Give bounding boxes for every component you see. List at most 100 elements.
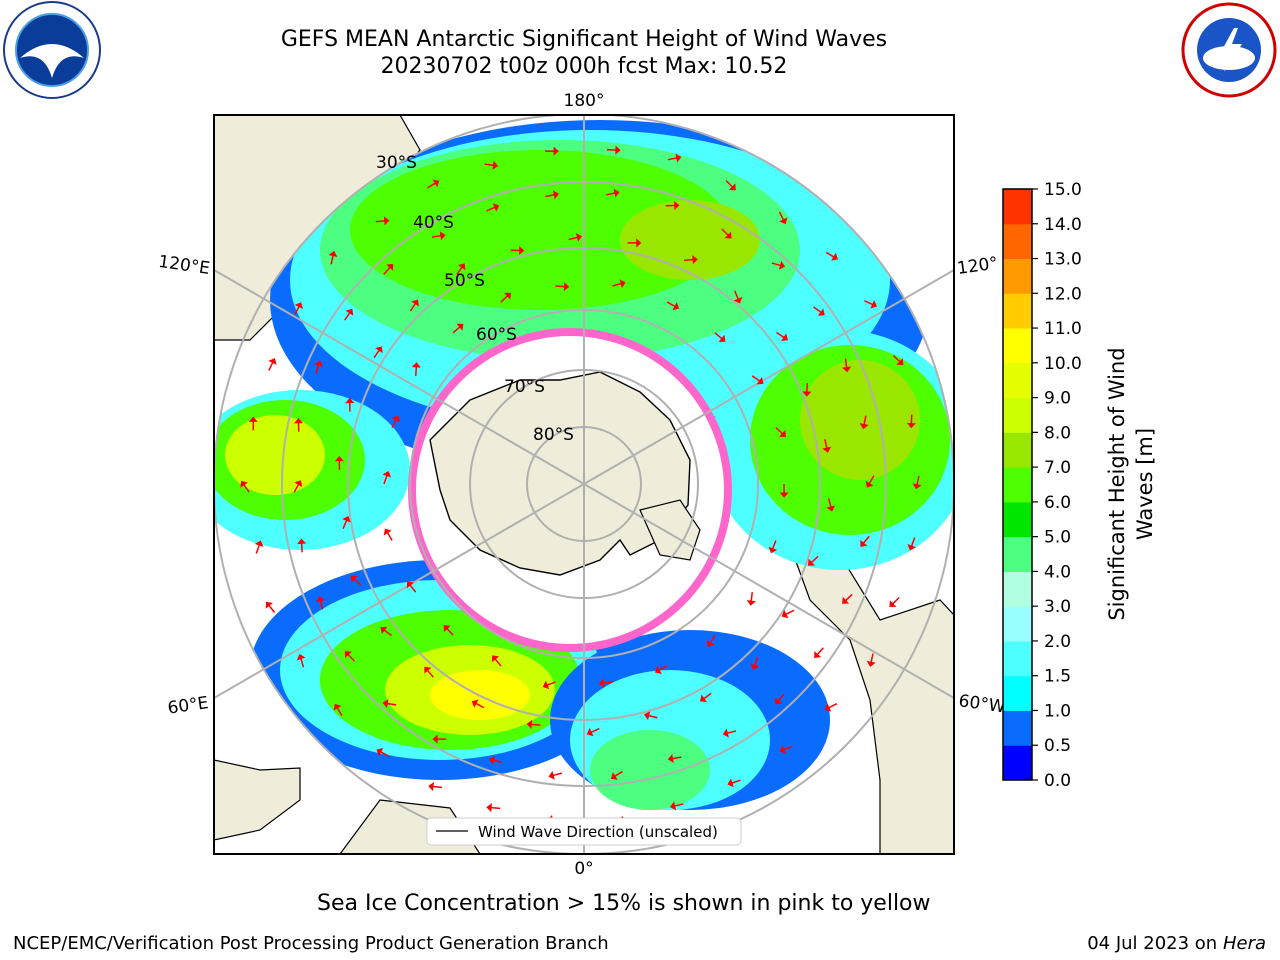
- wind-arrow-head: [779, 745, 787, 754]
- graticule: [214, 115, 954, 854]
- wind-arrow: [293, 484, 300, 493]
- nws-logo: [1181, 2, 1277, 98]
- colorbar-tick-label: 8.0: [1044, 423, 1071, 443]
- colorbar-tick-label: 13.0: [1044, 250, 1082, 270]
- wind-arrow-head: [615, 145, 621, 155]
- wind-arrow: [868, 475, 875, 484]
- wind-arrow-head: [636, 238, 642, 248]
- lon-label-bottom: 0°: [574, 859, 593, 879]
- wind-arrow: [751, 375, 761, 382]
- wind-arrow: [342, 520, 348, 529]
- map-subtitle: 20230702 t00z 000h fcst Max: 10.52: [380, 54, 788, 79]
- wind-arrow-head: [775, 697, 783, 705]
- wind-arrow-head: [699, 694, 707, 703]
- wind-arrow: [750, 592, 753, 602]
- colorbar-tick-label: 9.0: [1044, 389, 1071, 409]
- wind-arrow: [870, 653, 874, 663]
- wind-arrow: [778, 211, 785, 221]
- wind-arrow: [714, 332, 723, 340]
- wind-arrow-head: [296, 653, 306, 661]
- colorbar-frame: [1002, 188, 1033, 781]
- wind-arrow-head: [382, 699, 389, 709]
- wind-arrow-head: [866, 660, 876, 667]
- colorbar-swatch: [1003, 501, 1032, 538]
- footer-date-text: 04 Jul 2023 on: [1087, 933, 1223, 954]
- wind-arrow-head: [265, 601, 273, 609]
- lon-label-top: 180°: [564, 91, 605, 111]
- wind-arrow: [783, 745, 793, 751]
- colorbar-label-line2: Waves [m]: [1133, 428, 1157, 540]
- map-title: GEFS MEAN Antarctic Significant Height o…: [280, 27, 888, 52]
- wind-arrow: [753, 656, 759, 666]
- colorbar-tick-label: 0.0: [1044, 771, 1071, 791]
- wind-arrow: [353, 578, 362, 586]
- wind-arrow: [863, 415, 867, 425]
- wind-arrow-head: [382, 471, 392, 478]
- wind-arrow-head: [692, 255, 698, 265]
- wind-arrow: [491, 806, 501, 810]
- wind-arrow-head: [432, 734, 438, 744]
- colorbar-tick-label: 12.0: [1044, 284, 1082, 304]
- wind-arrow: [494, 658, 502, 667]
- wind-arrow-head: [822, 446, 832, 453]
- wind-arrow-head: [781, 610, 789, 619]
- wind-arrow-head: [779, 217, 788, 225]
- wind-arrow: [446, 628, 454, 636]
- wind-arrow: [785, 609, 795, 616]
- wind-arrow: [568, 236, 578, 241]
- wind-arrow-head: [457, 263, 466, 271]
- wind-arrow: [409, 584, 417, 593]
- lat-label-50s: 50°S: [444, 271, 485, 291]
- wind-arrow: [777, 693, 785, 702]
- colorbar-tick-label: 6.0: [1044, 493, 1071, 513]
- colorbar-swatch: [1003, 189, 1032, 225]
- wind-arrow-head: [344, 651, 352, 659]
- colorbar-swatch: [1003, 675, 1032, 711]
- wind-arrow: [347, 654, 355, 662]
- wind-arrow-head: [674, 200, 680, 211]
- sea-ice-caption: Sea Ice Concentration > 15% is shown in …: [317, 891, 931, 916]
- colorbar-tick-label: 15.0: [1044, 180, 1082, 200]
- wind-arrow: [813, 306, 822, 313]
- wind-arrow: [674, 803, 684, 807]
- wind-arrow-head: [504, 292, 512, 300]
- wind-arrow: [330, 255, 334, 265]
- noaa-logo: [3, 1, 101, 99]
- wind-arrow: [484, 163, 494, 167]
- wind-arrow-head: [598, 678, 605, 688]
- wind-wave-arrows: [240, 145, 922, 826]
- wind-arrow-head: [779, 492, 789, 498]
- colorbar-tick-label: 11.0: [1044, 319, 1082, 339]
- wind-arrow-head: [728, 183, 736, 191]
- wind-arrow-head: [802, 391, 812, 397]
- wind-arrow: [383, 629, 392, 637]
- wind-arrow: [409, 303, 416, 312]
- wind-arrow-head: [350, 575, 358, 583]
- colorbar-tick-label: 4.0: [1044, 562, 1071, 582]
- wind-arrow: [824, 439, 828, 449]
- lat-label-60s: 60°S: [476, 325, 517, 345]
- wind-arrow-head: [778, 260, 786, 270]
- wind-arrow-head: [750, 663, 760, 670]
- colorbar-swatch: [1003, 223, 1032, 260]
- wind-arrow: [703, 692, 712, 700]
- wind-arrow-head: [644, 711, 651, 721]
- wind-arrow: [391, 419, 397, 428]
- wind-arrow-head: [334, 455, 344, 462]
- wind-arrow: [667, 157, 677, 161]
- wind-arrow-head: [889, 600, 897, 608]
- wind-arrow-head: [706, 639, 715, 647]
- wind-arrow-head: [896, 358, 904, 366]
- wind-arrow-head: [254, 540, 264, 547]
- wind-arrow: [294, 306, 300, 315]
- wind-arrow-head: [411, 362, 421, 368]
- wind-arrow-head: [439, 231, 446, 241]
- wind-arrow-head: [746, 600, 756, 606]
- wind-arrow-head: [831, 252, 838, 261]
- wind-arrow-head: [610, 772, 618, 780]
- wind-arrow: [545, 193, 555, 198]
- wind-arrow-head: [428, 781, 434, 792]
- wind-arrow: [612, 282, 622, 287]
- wind-arrow-head: [907, 544, 917, 551]
